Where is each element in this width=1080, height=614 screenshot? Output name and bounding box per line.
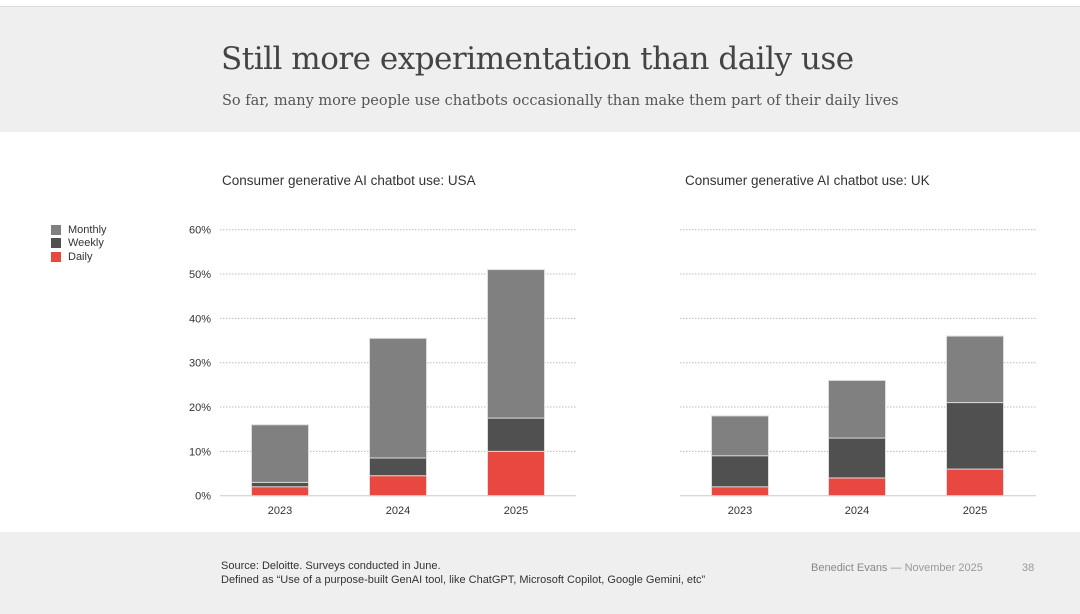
legend-item-weekly: Weekly (51, 237, 107, 251)
x-tick-label: 2025 (963, 505, 987, 517)
legend-swatch (51, 251, 61, 262)
x-tick-label: 2025 (504, 505, 528, 517)
date: November 2025 (904, 562, 983, 574)
x-tick-label: 2024 (386, 505, 410, 517)
page-subtitle: So far, many more people use chatbots oc… (222, 93, 899, 109)
bar-daily-2024 (828, 477, 886, 497)
x-tick-label: 2023 (728, 505, 752, 517)
y-tick-label: 40% (189, 313, 211, 325)
source-note: Source: Deloitte. Surveys conducted in J… (221, 559, 705, 587)
footer: Source: Deloitte. Surveys conducted in J… (0, 532, 1080, 614)
page-number: 38 (1022, 562, 1035, 574)
author: Benedict Evans (811, 562, 888, 574)
bar-daily-2024 (369, 475, 427, 497)
header-band: Still more experimentation than daily us… (0, 6, 1080, 132)
chart-title-usa: Consumer generative AI chatbot use: USA (222, 173, 476, 188)
bar-daily-2023 (251, 486, 309, 497)
legend-item-monthly: Monthly (51, 223, 107, 237)
legend: Monthly Weekly Daily (51, 223, 107, 264)
x-tick-label: 2024 (845, 505, 869, 517)
bar-daily-2025 (946, 468, 1004, 497)
y-tick-label: 50% (189, 269, 211, 281)
legend-swatch (51, 224, 61, 235)
y-tick-label: 60% (189, 225, 211, 237)
chart-title-uk: Consumer generative AI chatbot use: UK (685, 173, 930, 188)
y-tick-label: 0% (195, 491, 211, 503)
page-title: Still more experimentation than daily us… (221, 41, 854, 77)
legend-swatch (51, 238, 61, 249)
credit: Benedict Evans — November 2025 (811, 562, 983, 574)
definition-text: Defined as “Use of a purpose-built GenAI… (221, 574, 706, 586)
source-text: Source: Deloitte. Surveys conducted in J… (221, 560, 441, 572)
y-tick-label: 10% (189, 446, 211, 458)
bar-daily-2025 (487, 450, 545, 497)
y-tick-label: 30% (189, 358, 211, 370)
y-tick-label: 20% (189, 402, 211, 414)
legend-label: Monthly (68, 223, 107, 236)
separator: — (890, 562, 902, 574)
bar-daily-2023 (711, 486, 769, 497)
x-tick-label: 2023 (268, 505, 292, 517)
legend-item-daily: Daily (51, 250, 107, 264)
legend-label: Daily (68, 250, 93, 263)
legend-label: Weekly (68, 237, 104, 250)
